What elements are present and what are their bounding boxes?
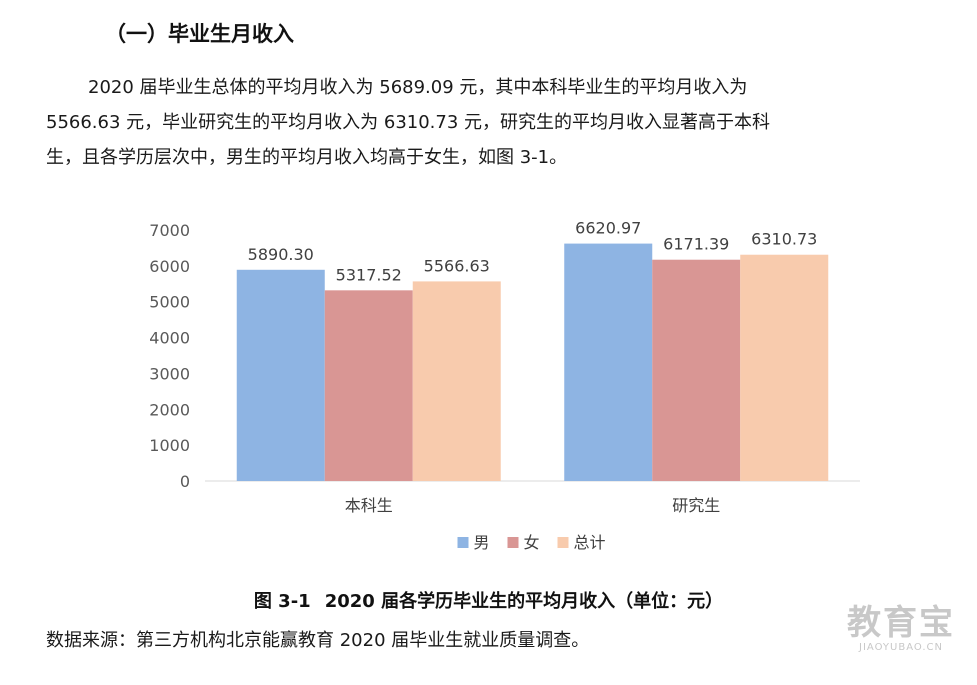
data-source-note: 数据来源：第三方机构北京能赢教育 2020 届毕业生就业质量调查。 (46, 630, 590, 651)
y-tick-label: 1000 (149, 436, 190, 455)
data-label: 6620.97 (575, 219, 641, 238)
data-label: 5317.52 (336, 265, 402, 284)
paragraph-line-1: 2020 届毕业生总体的平均月收入为 5689.09 元，其中本科毕业生的平均月… (88, 77, 748, 98)
figure-caption: 图 3-1 2020 届各学历毕业生的平均月收入（单位：元） (0, 587, 977, 613)
paragraph-line-3: 生，且各学历层次中，男生的平均月收入均高于女生，如图 3-1。 (46, 147, 568, 168)
bar-graduate-2 (740, 254, 829, 481)
figure-number: 图 3-1 (253, 591, 311, 612)
y-tick-label: 5000 (149, 293, 190, 312)
y-tick-label: 3000 (149, 364, 190, 383)
legend-label: 男 (474, 533, 490, 552)
watermark-url: JIAOYUBAO.CN (859, 642, 943, 653)
legend-label: 女 (524, 533, 540, 552)
data-label: 5566.63 (424, 256, 490, 275)
body-paragraph: 2020 届毕业生总体的平均月收入为 5689.09 元，其中本科毕业生的平均月… (46, 70, 926, 175)
legend-label: 总计 (574, 533, 606, 552)
paragraph-line-2: 5566.63 元，毕业研究生的平均月收入为 6310.73 元，研究生的平均月… (46, 112, 771, 133)
bar-undergrad-1 (324, 290, 413, 481)
bar-undergrad-2 (412, 281, 501, 481)
watermark-logo: 教育宝 JIAOYUBAO.CN (847, 604, 955, 653)
data-label: 6310.73 (751, 230, 817, 249)
watermark-text: 教育宝 (847, 603, 955, 643)
x-category-label: 本科生 (345, 496, 393, 515)
bar-undergrad-0 (236, 269, 325, 481)
legend-swatch (557, 537, 569, 548)
y-tick-label: 7000 (149, 221, 190, 240)
bar-graduate-1 (652, 259, 741, 481)
y-tick-label: 2000 (149, 400, 190, 419)
y-tick-label: 6000 (149, 257, 190, 276)
x-category-label: 研究生 (672, 496, 720, 515)
legend-swatch (507, 537, 519, 548)
y-tick-label: 0 (180, 472, 190, 491)
data-label: 5890.30 (248, 245, 314, 264)
data-label: 6171.39 (663, 235, 729, 254)
section-heading: （一）毕业生月收入 (105, 22, 294, 46)
figure-title: 2020 届各学历毕业生的平均月收入（单位：元） (324, 591, 724, 612)
bar-graduate-0 (564, 243, 653, 481)
legend-swatch (457, 537, 469, 548)
y-tick-label: 4000 (149, 329, 190, 348)
income-bar-chart: 0 1000 2000 3000 4000 5000 6000 7000 5890.30 5317… (149, 219, 860, 552)
